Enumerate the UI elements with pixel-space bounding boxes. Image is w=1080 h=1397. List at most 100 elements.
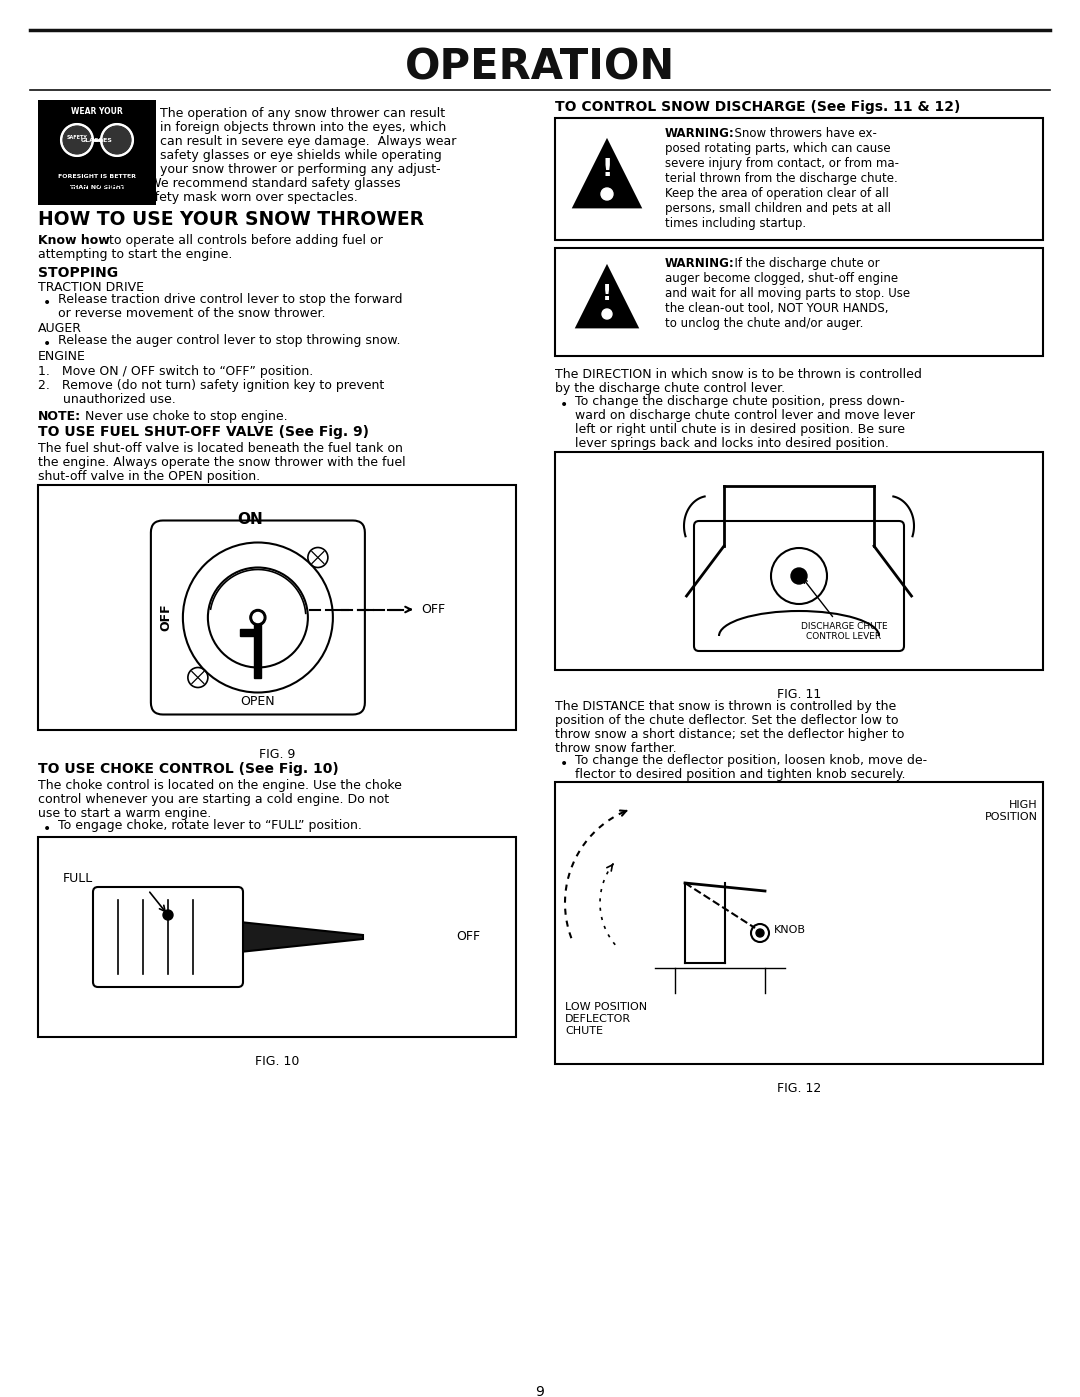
Text: lever springs back and locks into desired position.: lever springs back and locks into desire… <box>575 437 889 450</box>
Text: Release traction drive control lever to stop the forward: Release traction drive control lever to … <box>58 293 403 306</box>
Text: •: • <box>561 757 568 771</box>
Text: •: • <box>43 296 51 310</box>
Circle shape <box>60 124 93 156</box>
Circle shape <box>253 612 262 623</box>
Text: or a wide vision safety mask worn over spectacles.: or a wide vision safety mask worn over s… <box>38 191 357 204</box>
Text: Release the auger control lever to stop throwing snow.: Release the auger control lever to stop … <box>58 334 401 346</box>
Text: Never use choke to stop engine.: Never use choke to stop engine. <box>81 409 287 423</box>
Text: DISCHARGE CHUTE
CONTROL LEVER: DISCHARGE CHUTE CONTROL LEVER <box>800 580 888 641</box>
Text: FORESIGHT IS BETTER: FORESIGHT IS BETTER <box>58 175 136 179</box>
Text: TO CONTROL SNOW DISCHARGE (See Figs. 11 & 12): TO CONTROL SNOW DISCHARGE (See Figs. 11 … <box>555 101 960 115</box>
Bar <box>255 617 261 678</box>
Text: If the discharge chute or: If the discharge chute or <box>727 257 879 270</box>
Circle shape <box>602 309 612 319</box>
Text: !: ! <box>602 284 612 305</box>
Text: To engage choke, rotate lever to “FULL” position.: To engage choke, rotate lever to “FULL” … <box>58 819 362 833</box>
Polygon shape <box>577 267 637 327</box>
Text: Know how: Know how <box>38 235 110 247</box>
Text: TRACTION DRIVE: TRACTION DRIVE <box>38 281 144 293</box>
Circle shape <box>756 929 764 937</box>
Text: OFF: OFF <box>160 604 173 631</box>
Text: TO USE CHOKE CONTROL (See Fig. 10): TO USE CHOKE CONTROL (See Fig. 10) <box>38 761 339 775</box>
Text: To change the discharge chute position, press down-: To change the discharge chute position, … <box>575 395 905 408</box>
Text: posed rotating parts, which can cause: posed rotating parts, which can cause <box>665 142 891 155</box>
Bar <box>555 249 1043 356</box>
Text: FIG. 10: FIG. 10 <box>255 1055 299 1067</box>
Text: your snow thrower or performing any adjust-: your snow thrower or performing any adju… <box>160 163 441 176</box>
Text: the engine. Always operate the snow thrower with the fuel: the engine. Always operate the snow thro… <box>38 455 406 469</box>
Bar <box>555 453 1043 671</box>
Text: OPERATION: OPERATION <box>405 47 675 89</box>
Text: TO USE FUEL SHUT-OFF VALVE (See Fig. 9): TO USE FUEL SHUT-OFF VALVE (See Fig. 9) <box>38 425 369 439</box>
Circle shape <box>103 126 131 154</box>
FancyBboxPatch shape <box>694 521 904 651</box>
Text: AUGER: AUGER <box>38 321 82 335</box>
FancyBboxPatch shape <box>151 521 365 714</box>
Text: STOPPING: STOPPING <box>38 265 118 279</box>
FancyBboxPatch shape <box>93 887 243 988</box>
Text: FIG. 9: FIG. 9 <box>259 747 295 761</box>
Text: KNOB: KNOB <box>774 925 806 935</box>
Text: persons, small children and pets at all: persons, small children and pets at all <box>665 203 891 215</box>
Text: auger become clogged, shut-off engine: auger become clogged, shut-off engine <box>665 272 899 285</box>
Text: The operation of any snow thrower can result: The operation of any snow thrower can re… <box>160 108 445 120</box>
Bar <box>555 117 1043 240</box>
Text: The DIRECTION in which snow is to be thrown is controlled: The DIRECTION in which snow is to be thr… <box>555 367 922 381</box>
Text: left or right until chute is in desired position. Be sure: left or right until chute is in desired … <box>575 423 905 436</box>
Text: Snow throwers have ex-: Snow throwers have ex- <box>727 127 877 140</box>
Text: FULL: FULL <box>63 872 93 886</box>
Text: FIG. 12: FIG. 12 <box>777 1083 821 1095</box>
Text: Keep the area of operation clear of all: Keep the area of operation clear of all <box>665 187 889 200</box>
Text: NOTE:: NOTE: <box>38 409 81 423</box>
Text: use to start a warm engine.: use to start a warm engine. <box>38 807 212 820</box>
Text: HIGH: HIGH <box>1010 800 1038 810</box>
Text: flector to desired position and tighten knob securely.: flector to desired position and tighten … <box>575 768 905 781</box>
Bar <box>38 837 516 1037</box>
Text: 1.   Move ON / OFF switch to “OFF” position.: 1. Move ON / OFF switch to “OFF” positio… <box>38 365 313 379</box>
Circle shape <box>163 909 173 921</box>
Text: 9: 9 <box>536 1384 544 1397</box>
Text: •: • <box>43 337 51 351</box>
Text: ments or repairs. We recommend standard safety glasses: ments or repairs. We recommend standard … <box>38 177 401 190</box>
Text: •: • <box>561 398 568 412</box>
Circle shape <box>791 569 807 584</box>
Text: SAFETY: SAFETY <box>67 136 87 140</box>
Text: THAN NO SIGHT: THAN NO SIGHT <box>69 184 125 190</box>
Text: WARNING:: WARNING: <box>665 257 734 270</box>
Text: WARNING:: WARNING: <box>665 127 734 140</box>
Circle shape <box>600 189 613 200</box>
Text: ON: ON <box>237 513 262 528</box>
Text: terial thrown from the discharge chute.: terial thrown from the discharge chute. <box>665 172 897 184</box>
Text: severe injury from contact, or from ma-: severe injury from contact, or from ma- <box>665 156 899 170</box>
Text: The choke control is located on the engine. Use the choke: The choke control is located on the engi… <box>38 780 402 792</box>
Text: POSITION: POSITION <box>985 812 1038 821</box>
Text: position of the chute deflector. Set the deflector low to: position of the chute deflector. Set the… <box>555 714 899 726</box>
Text: safety glasses or eye shields while operating: safety glasses or eye shields while oper… <box>160 149 442 162</box>
Text: To change the deflector position, loosen knob, move de-: To change the deflector position, loosen… <box>575 754 927 767</box>
Text: ward on discharge chute control lever and move lever: ward on discharge chute control lever an… <box>575 409 915 422</box>
Polygon shape <box>173 915 363 958</box>
Text: !: ! <box>602 156 612 182</box>
Text: OFF: OFF <box>456 930 481 943</box>
Text: FIG. 11: FIG. 11 <box>777 687 821 701</box>
Text: and wait for all moving parts to stop. Use: and wait for all moving parts to stop. U… <box>665 286 910 300</box>
Text: CHUTE: CHUTE <box>565 1025 603 1037</box>
Text: control whenever you are starting a cold engine. Do not: control whenever you are starting a cold… <box>38 793 389 806</box>
Text: or reverse movement of the snow thrower.: or reverse movement of the snow thrower. <box>58 307 325 320</box>
Text: attempting to start the engine.: attempting to start the engine. <box>38 249 232 261</box>
Text: times including startup.: times including startup. <box>665 217 806 231</box>
Text: GLASSES: GLASSES <box>81 138 113 142</box>
Text: WEAR YOUR: WEAR YOUR <box>71 108 123 116</box>
Circle shape <box>249 609 266 626</box>
Text: The DISTANCE that snow is thrown is controlled by the: The DISTANCE that snow is thrown is cont… <box>555 700 896 712</box>
Text: The fuel shut-off valve is located beneath the fuel tank on: The fuel shut-off valve is located benea… <box>38 441 403 455</box>
Bar <box>38 101 156 205</box>
Text: •: • <box>43 821 51 835</box>
Polygon shape <box>573 141 640 207</box>
Text: shut-off valve in the OPEN position.: shut-off valve in the OPEN position. <box>38 469 260 483</box>
Text: unauthorized use.: unauthorized use. <box>63 393 176 407</box>
Text: the clean-out tool, NOT YOUR HANDS,: the clean-out tool, NOT YOUR HANDS, <box>665 302 889 314</box>
Text: 2.   Remove (do not turn) safety ignition key to prevent: 2. Remove (do not turn) safety ignition … <box>38 379 384 393</box>
Bar <box>38 485 516 731</box>
Text: throw snow a short distance; set the deflector higher to: throw snow a short distance; set the def… <box>555 728 904 740</box>
